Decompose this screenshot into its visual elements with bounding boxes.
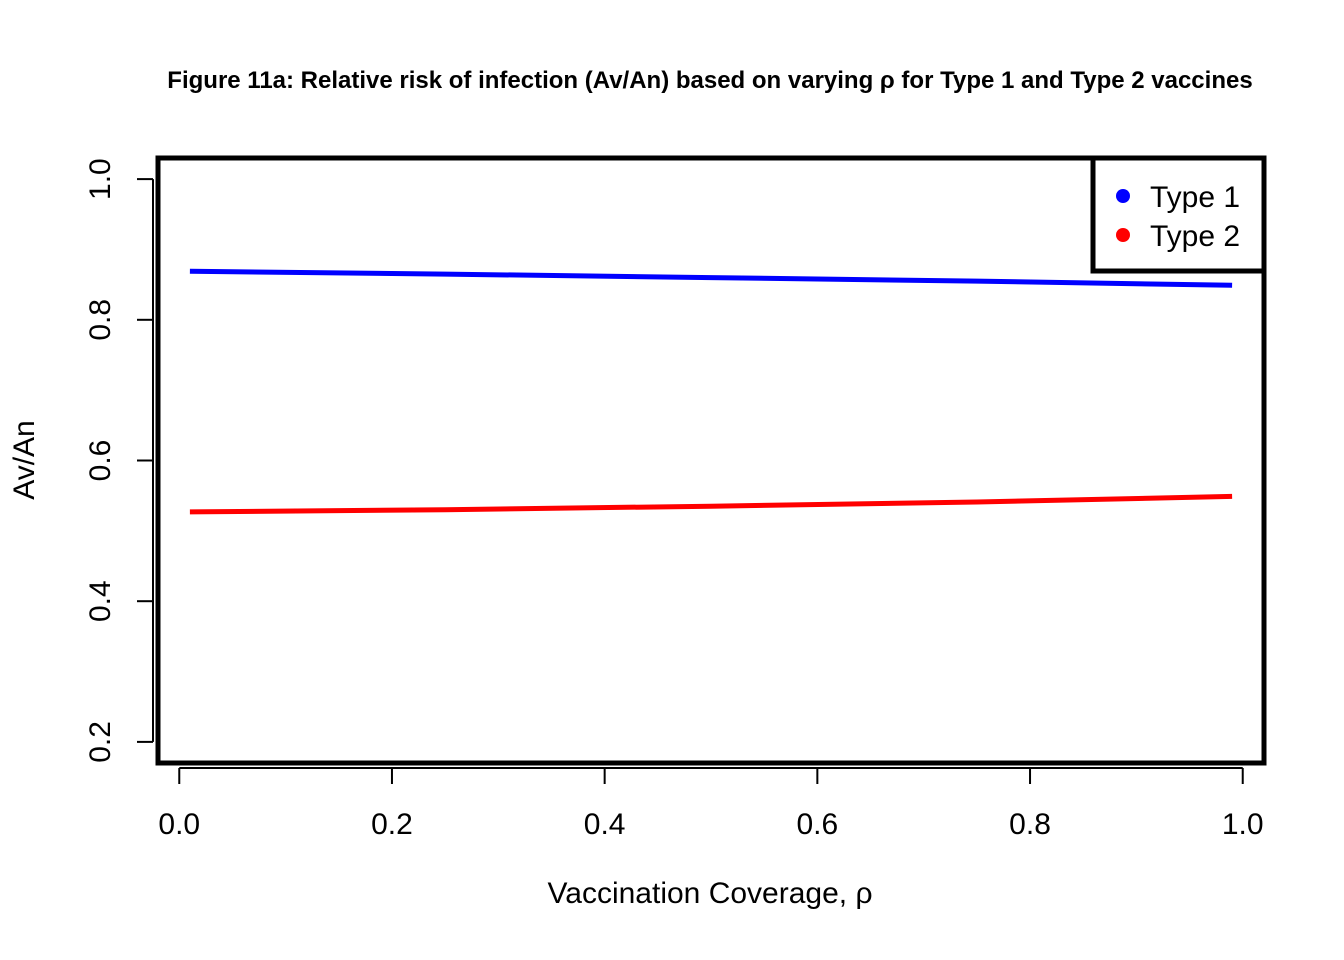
chart-title: Figure 11a: Relative risk of infection (…: [167, 67, 1252, 94]
y-axis: 0.2 0.4 0.6 0.8 1.0: [84, 158, 154, 763]
legend-frame: [1090, 155, 1267, 274]
legend-marker-type-2: [1116, 228, 1130, 242]
x-axis-label: Vaccination Coverage, ρ: [547, 877, 872, 910]
y-tick-label: 0.4: [84, 580, 117, 622]
plot-frame: [155, 155, 1267, 766]
x-tick-label: 1.0: [1222, 808, 1264, 841]
y-tick-label: 0.2: [84, 721, 117, 763]
y-tick-label: 0.6: [84, 440, 117, 482]
series-line-type-2: [189, 493, 1233, 515]
legend: Type 1 Type 2: [1090, 155, 1267, 274]
y-tick-label: 0.8: [84, 299, 117, 341]
x-tick-label: 0.4: [584, 808, 626, 841]
x-axis: 0.0 0.2 0.4 0.6 0.8 1.0: [158, 767, 1264, 841]
legend-label-type-1: Type 1: [1150, 181, 1240, 214]
series-layer: [189, 268, 1233, 515]
legend-label-type-2: Type 2: [1150, 220, 1240, 253]
x-tick-label: 0.8: [1009, 808, 1051, 841]
x-tick-label: 0.0: [158, 808, 200, 841]
y-tick-label: 1.0: [84, 158, 117, 200]
y-axis-label: Av/An: [8, 420, 41, 500]
series-line-type-1: [189, 268, 1233, 288]
x-tick-label: 0.6: [796, 808, 838, 841]
legend-marker-type-1: [1116, 189, 1130, 203]
x-tick-label: 0.2: [371, 808, 413, 841]
